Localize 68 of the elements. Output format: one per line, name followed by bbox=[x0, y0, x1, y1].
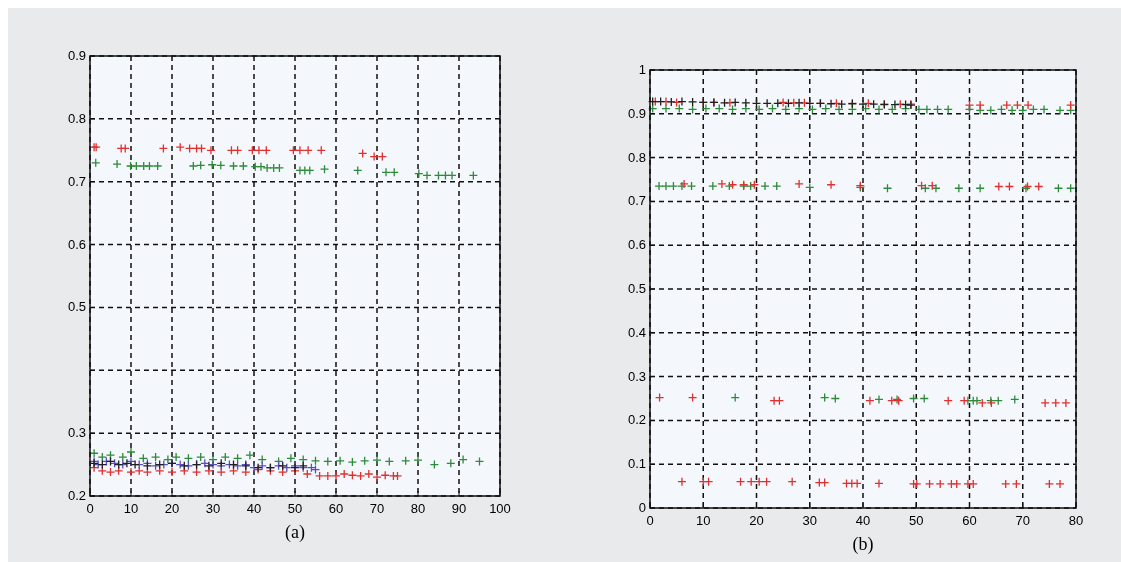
x-tick-label: 40 bbox=[246, 501, 262, 516]
x-tick-label: 10 bbox=[696, 513, 711, 528]
point bbox=[302, 469, 312, 479]
point bbox=[369, 151, 379, 162]
point bbox=[191, 467, 202, 477]
x-tick-label: 30 bbox=[205, 501, 221, 516]
point bbox=[105, 467, 116, 477]
y-tick-label: 0.9 bbox=[67, 48, 86, 63]
point bbox=[364, 469, 374, 479]
point bbox=[241, 467, 251, 477]
y-tick-label: 0.8 bbox=[67, 110, 86, 126]
x-tick-label: 20 bbox=[164, 501, 180, 516]
x-tick-label: 10 bbox=[123, 501, 139, 516]
x-tick-label: 60 bbox=[328, 501, 344, 516]
point bbox=[339, 469, 349, 479]
x-tick-label: 20 bbox=[749, 513, 764, 528]
x-tick-label: 80 bbox=[410, 501, 426, 516]
y-tick-label: 0.7 bbox=[67, 173, 86, 189]
x-tick-label: 70 bbox=[1015, 513, 1030, 528]
point bbox=[278, 467, 288, 477]
y-tick-label: 0.8 bbox=[627, 149, 646, 165]
y-tick-label: 0.1 bbox=[627, 456, 646, 472]
point bbox=[355, 471, 366, 481]
point bbox=[204, 461, 214, 471]
point bbox=[142, 467, 153, 477]
y-tick-label: 0.5 bbox=[67, 299, 86, 315]
point bbox=[175, 142, 185, 152]
x-tick-label: 50 bbox=[909, 513, 924, 528]
point bbox=[155, 466, 165, 476]
y-tick-label: 0.6 bbox=[67, 236, 86, 252]
text: (a) bbox=[285, 522, 305, 543]
x-tick-label: 30 bbox=[802, 513, 817, 528]
point bbox=[122, 458, 132, 468]
point bbox=[167, 467, 177, 477]
point bbox=[254, 145, 264, 155]
x-tick-label: 100 bbox=[489, 501, 511, 516]
point bbox=[216, 467, 226, 477]
x-tick-label: 50 bbox=[287, 501, 303, 516]
y-tick-label: 0.9 bbox=[627, 105, 646, 121]
point bbox=[126, 467, 136, 477]
x-tick-label: 60 bbox=[962, 513, 977, 528]
point bbox=[206, 145, 216, 155]
y-tick-label: 0.6 bbox=[627, 237, 646, 253]
x-tick-label: 90 bbox=[451, 501, 467, 516]
y-tick-label: 0.3 bbox=[627, 368, 646, 384]
x-tick-label: 70 bbox=[369, 501, 385, 516]
y-tick-label: 0.2 bbox=[627, 412, 646, 428]
x-tick-label: 40 bbox=[855, 513, 871, 528]
y-tick-label: 0.7 bbox=[627, 193, 646, 209]
y-tick-label: 0.2 bbox=[67, 488, 86, 503]
point bbox=[331, 471, 341, 481]
point bbox=[314, 471, 325, 481]
point bbox=[323, 471, 333, 481]
point bbox=[134, 466, 144, 476]
point bbox=[114, 466, 124, 476]
y-tick-label: 0.5 bbox=[627, 281, 646, 296]
text: (b) bbox=[852, 534, 874, 555]
point bbox=[372, 472, 382, 482]
point bbox=[228, 466, 239, 476]
y-tick-label: 0.3 bbox=[67, 425, 86, 441]
point bbox=[303, 145, 313, 155]
y-tick-label: 0.4 bbox=[627, 324, 646, 340]
point bbox=[130, 459, 140, 470]
point bbox=[208, 459, 218, 470]
point bbox=[295, 145, 305, 155]
point bbox=[97, 466, 107, 476]
y-tick-label: 1 bbox=[638, 62, 646, 77]
x-tick-label: 80 bbox=[1068, 513, 1084, 528]
